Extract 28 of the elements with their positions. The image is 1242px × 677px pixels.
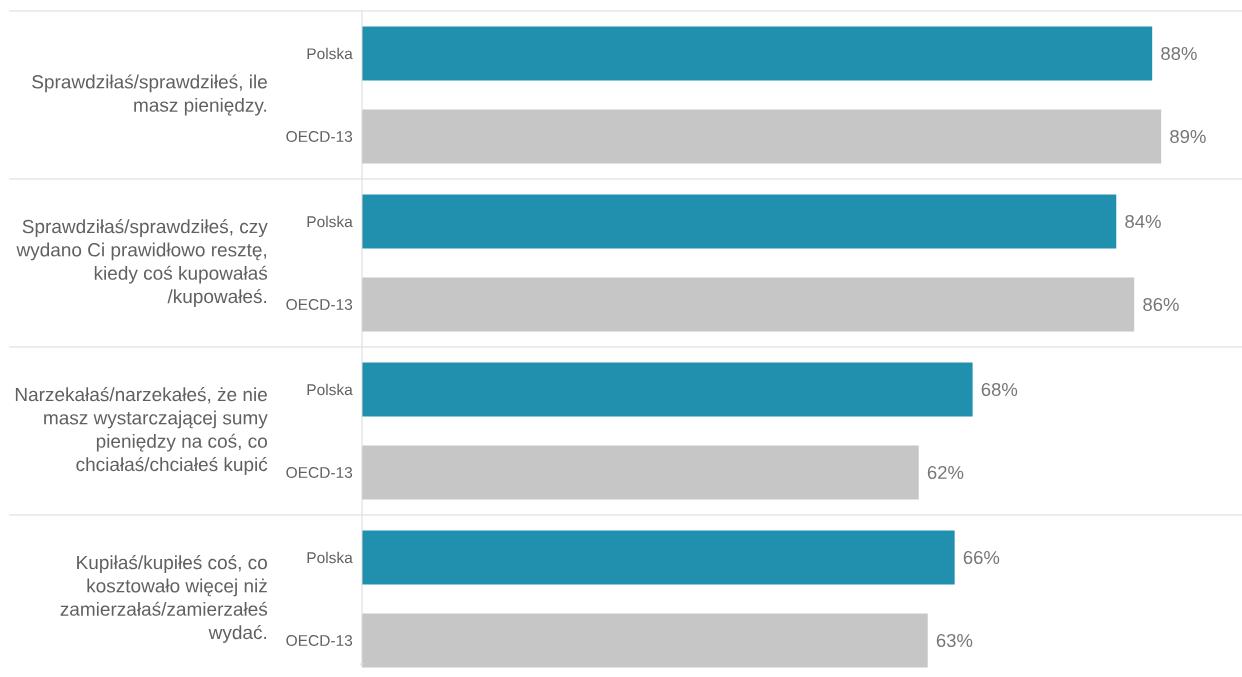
data-label: 89%: [1170, 129, 1206, 144]
text: Polska: [307, 383, 353, 396]
text: OECD-13: [286, 635, 353, 646]
bar: [362, 362, 973, 417]
data-label: 66%: [963, 550, 1000, 565]
text: OECD-13: [286, 299, 353, 310]
data-label: 68%: [981, 382, 1018, 397]
data-label: 86%: [1143, 297, 1179, 312]
data-label: 84%: [1125, 214, 1161, 229]
y-tick-label: Narzekałaś/narzekałeś, że nie masz wystarczającej sumy pieniędzy na coś, co chciałaś/chciałeś kupić: [15, 387, 268, 475]
bar: [362, 194, 1117, 249]
bar: [362, 109, 1162, 164]
data-label: 63%: [936, 633, 973, 648]
bar: [362, 26, 1153, 81]
series-label: Polska: [307, 47, 353, 60]
bar: [362, 530, 955, 585]
text: Polska: [307, 551, 353, 564]
y-tick-label: Kupiłaś/kupiłeś coś, co kosztowało więcej niż zamierzałaś/zamierzałeś wydać.: [60, 555, 268, 643]
bar: [362, 613, 928, 668]
y-tick-label: Sprawdziłaś/sprawdziłeś, czy wydano Ci prawidłowo resztę, kiedy coś kupowałaś /kupowałeś.: [16, 219, 268, 307]
text: Polska: [307, 215, 353, 228]
data-label: 62%: [927, 465, 964, 480]
text: OECD-13: [286, 467, 353, 478]
series-label: OECD-13: [286, 131, 353, 142]
y-tick-label: Sprawdziłaś/sprawdziłeś, ile masz pieniędzy.: [32, 74, 267, 116]
data-label: 88%: [1161, 46, 1197, 61]
bar: [362, 445, 919, 500]
bar: [362, 277, 1135, 332]
